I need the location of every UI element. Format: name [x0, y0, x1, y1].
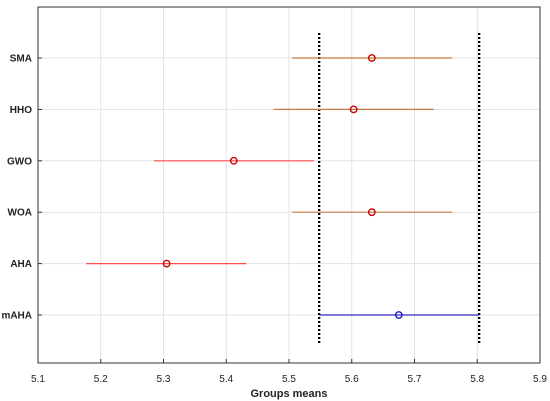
mean-marker-aha: [162, 259, 171, 268]
x-tick-label: 5.1: [31, 374, 45, 385]
x-tick-label: 5.9: [533, 374, 547, 385]
x-axis-title: Groups means: [250, 388, 327, 400]
mean-marker-maha: [394, 311, 403, 319]
mean-marker-woa: [367, 208, 376, 217]
y-tick-label-maha: mAHA: [1, 311, 32, 322]
interval-series: [86, 57, 480, 316]
mean-marker-sma: [367, 54, 376, 62]
x-axis-ticks: 5.1 5.2 5.3 5.4 5.5 5.6 5.7 5.8 5.9: [31, 359, 547, 385]
y-axis-categories: SMA HHO GWO WOA AHA mAHA: [1, 54, 42, 322]
x-tick-label: 5.5: [282, 374, 296, 385]
mean-markers: [162, 54, 403, 319]
x-tick-label: 5.4: [219, 374, 233, 385]
y-tick-label-aha: AHA: [10, 259, 32, 270]
y-tick-label-sma: SMA: [10, 54, 32, 65]
y-tick-label-woa: WOA: [8, 208, 32, 219]
y-tick-label-gwo: GWO: [7, 156, 32, 167]
mean-marker-hho: [349, 105, 358, 114]
y-tick-label-hho: HHO: [10, 105, 32, 116]
x-tick-label: 5.7: [408, 374, 422, 385]
x-tick-label: 5.2: [94, 374, 108, 385]
x-tick-label: 5.6: [345, 374, 359, 385]
x-tick-label: 5.3: [157, 374, 171, 385]
mean-marker-gwo: [229, 156, 238, 165]
x-tick-label: 5.8: [470, 374, 484, 385]
